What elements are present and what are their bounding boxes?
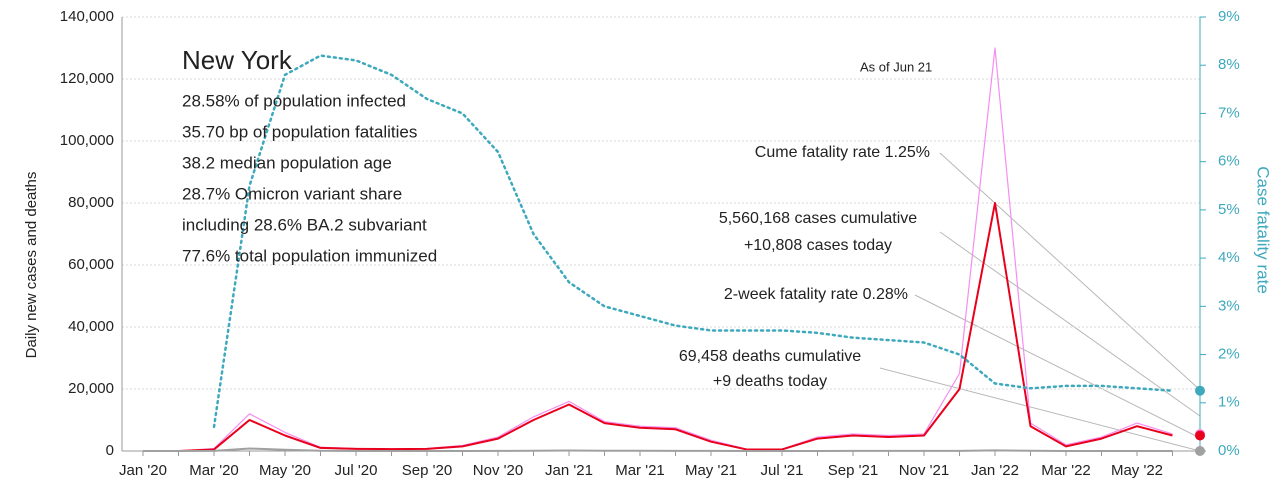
x-tick-label: May '21 xyxy=(685,462,737,479)
annotation: +10,808 cases today xyxy=(744,237,892,254)
annotation: Cume fatality rate 1.25% xyxy=(755,144,930,161)
annotation-leaders xyxy=(879,152,1201,452)
y2-tick-label: 3% xyxy=(1218,297,1240,314)
y2-tick-label: 1% xyxy=(1218,394,1240,411)
annotation: 5,560,168 cases cumulative xyxy=(719,210,917,227)
y2-tick-label: 4% xyxy=(1218,249,1240,266)
y-tick-label: 0 xyxy=(106,442,114,459)
x-tick-label: Nov '21 xyxy=(899,462,949,479)
end-marker xyxy=(1195,385,1205,396)
end-marker xyxy=(1195,445,1205,456)
info-line: 38.2 median population age xyxy=(182,153,392,172)
y-tick-label: 100,000 xyxy=(60,132,114,149)
y2-tick-label: 8% xyxy=(1218,56,1240,73)
y-tick-label: 140,000 xyxy=(60,8,114,25)
y2-tick-label: 9% xyxy=(1218,8,1240,25)
y2-tick-label: 2% xyxy=(1218,346,1240,363)
x-tick-label: Jan '20 xyxy=(119,462,167,479)
x-tick-label: Jan '21 xyxy=(545,462,593,479)
info-line: 77.6% total population immunized xyxy=(182,246,437,265)
as-of: As of Jun 21 xyxy=(860,59,932,74)
x-tick-label: May '20 xyxy=(259,462,311,479)
x-tick-label: Sep '20 xyxy=(402,462,452,479)
x-tick-label: Mar '20 xyxy=(189,462,239,479)
info-line: including 28.6% BA.2 subvariant xyxy=(182,215,427,234)
x-tick-label: Mar '22 xyxy=(1041,462,1091,479)
series-line xyxy=(143,447,1173,452)
end-marker xyxy=(1195,430,1205,441)
y2-axis-title: Case fatality rate xyxy=(1254,166,1273,294)
y2-tick-label: 5% xyxy=(1218,201,1240,218)
x-tick-label: Nov '20 xyxy=(473,462,523,479)
y-tick-label: 40,000 xyxy=(68,318,114,335)
annotation: 2-week fatality rate 0.28% xyxy=(724,286,908,303)
y-tick-label: 80,000 xyxy=(68,194,114,211)
y-tick-label: 20,000 xyxy=(68,380,114,397)
chart-title: New York xyxy=(182,45,293,75)
series-line xyxy=(212,54,1174,429)
annotation: +9 deaths today xyxy=(713,373,827,390)
info-line: 35.70 bp of population fatalities xyxy=(182,122,417,141)
x-tick-label: Mar '21 xyxy=(615,462,665,479)
x-tick-label: Jan '22 xyxy=(971,462,1019,479)
x-tick-label: Sep '21 xyxy=(828,462,878,479)
info-line: 28.7% Omicron variant share xyxy=(182,184,402,203)
x-tick-label: May '22 xyxy=(1111,462,1163,479)
annotation: 69,458 deaths cumulative xyxy=(679,348,861,365)
y-tick-label: 60,000 xyxy=(68,256,114,273)
x-tick-label: Jul '20 xyxy=(335,462,378,479)
y-tick-label: 120,000 xyxy=(60,70,114,87)
y2-tick-label: 0% xyxy=(1218,442,1240,459)
series-line xyxy=(143,202,1173,452)
y-axis-title: Daily new cases and deaths xyxy=(23,172,40,359)
y2-tick-label: 6% xyxy=(1218,153,1240,170)
info-line: 28.58% of population infected xyxy=(182,91,406,110)
y2-tick-label: 7% xyxy=(1218,104,1240,121)
x-tick-label: Jul '21 xyxy=(761,462,804,479)
